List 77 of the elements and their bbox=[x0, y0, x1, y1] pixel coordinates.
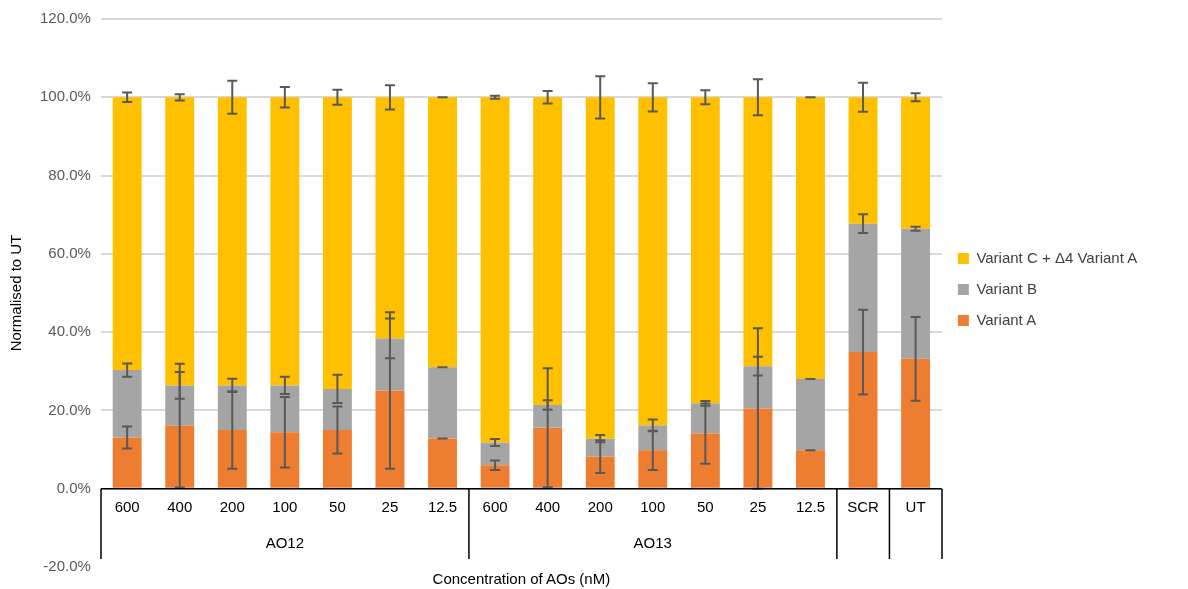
annotation: AO13 bbox=[633, 533, 672, 551]
bar bbox=[638, 97, 668, 426]
y-tick-label: 0.0% bbox=[56, 478, 91, 496]
bar bbox=[322, 388, 352, 430]
x-tick-label: 600 bbox=[482, 497, 508, 515]
bar bbox=[480, 97, 510, 443]
bar bbox=[638, 450, 668, 488]
y-axis-title: Normalised to UT bbox=[7, 234, 25, 352]
bar bbox=[322, 97, 352, 389]
y-tick-label: 120.0% bbox=[40, 9, 91, 27]
bar bbox=[743, 366, 773, 409]
bar bbox=[112, 437, 142, 488]
bar bbox=[375, 97, 405, 339]
bar bbox=[270, 385, 300, 433]
bar bbox=[165, 385, 195, 426]
y-tick-label: 80.0% bbox=[48, 165, 91, 183]
bar bbox=[533, 97, 563, 405]
bar bbox=[428, 97, 457, 368]
y-tick-label: -20.0% bbox=[43, 557, 91, 575]
x-tick-label: 200 bbox=[587, 497, 613, 515]
x-tick-label: SCR bbox=[847, 497, 880, 515]
x-axis-title: Concentration of AOs (nM) bbox=[432, 569, 611, 587]
y-tick-label: 60.0% bbox=[48, 244, 91, 261]
bar bbox=[165, 425, 195, 488]
bar bbox=[796, 379, 825, 451]
bar bbox=[901, 228, 931, 359]
y-tick-label: 40.0% bbox=[48, 322, 91, 340]
bar bbox=[428, 367, 457, 439]
bar bbox=[796, 97, 825, 380]
x-tick-label: 200 bbox=[219, 497, 245, 515]
x-tick-label: 50 bbox=[329, 497, 346, 515]
x-tick-label: 400 bbox=[535, 497, 561, 515]
bar bbox=[112, 97, 142, 371]
bar bbox=[690, 433, 720, 488]
bar bbox=[585, 456, 615, 488]
bar bbox=[638, 425, 668, 451]
bar bbox=[428, 438, 457, 488]
x-tick-label: 25 bbox=[381, 497, 399, 515]
y-tick-label: 100.0% bbox=[40, 87, 91, 105]
y-tick-label: 20.0% bbox=[48, 400, 91, 418]
x-tick-label: 100 bbox=[272, 497, 298, 515]
bar bbox=[217, 97, 247, 386]
bar bbox=[533, 427, 563, 488]
x-tick-label: 100 bbox=[640, 497, 666, 515]
x-tick-label: 50 bbox=[697, 497, 714, 515]
bar bbox=[480, 465, 510, 488]
bar bbox=[690, 403, 720, 434]
bar bbox=[848, 223, 878, 353]
bar bbox=[217, 385, 247, 430]
legend-label: Variant A bbox=[976, 310, 1037, 328]
x-tick-label: 25 bbox=[749, 497, 767, 515]
bar bbox=[848, 97, 878, 224]
bar bbox=[743, 97, 773, 367]
bar bbox=[901, 97, 931, 229]
bar bbox=[533, 404, 563, 428]
x-tick-label: 400 bbox=[167, 497, 193, 515]
x-tick-label: 600 bbox=[114, 497, 140, 515]
bar bbox=[585, 97, 615, 439]
annotation: AO12 bbox=[265, 533, 305, 551]
bar bbox=[480, 442, 510, 466]
bar bbox=[165, 97, 195, 386]
bar bbox=[217, 430, 247, 488]
bar bbox=[796, 450, 825, 488]
bar bbox=[743, 408, 773, 488]
bar bbox=[375, 390, 405, 488]
bar bbox=[690, 97, 720, 404]
x-tick-label: 12.5 bbox=[427, 497, 458, 515]
legend-label: Variant B bbox=[976, 279, 1037, 297]
x-tick-label: 12.5 bbox=[795, 497, 826, 515]
bar bbox=[270, 97, 300, 386]
bar bbox=[848, 352, 878, 488]
bar bbox=[901, 358, 931, 488]
bar bbox=[322, 430, 352, 488]
x-tick-label: UT bbox=[905, 497, 926, 515]
legend-label: Variant C + Δ4 Variant A bbox=[976, 248, 1138, 266]
bar bbox=[112, 370, 142, 438]
bar bbox=[270, 432, 300, 488]
